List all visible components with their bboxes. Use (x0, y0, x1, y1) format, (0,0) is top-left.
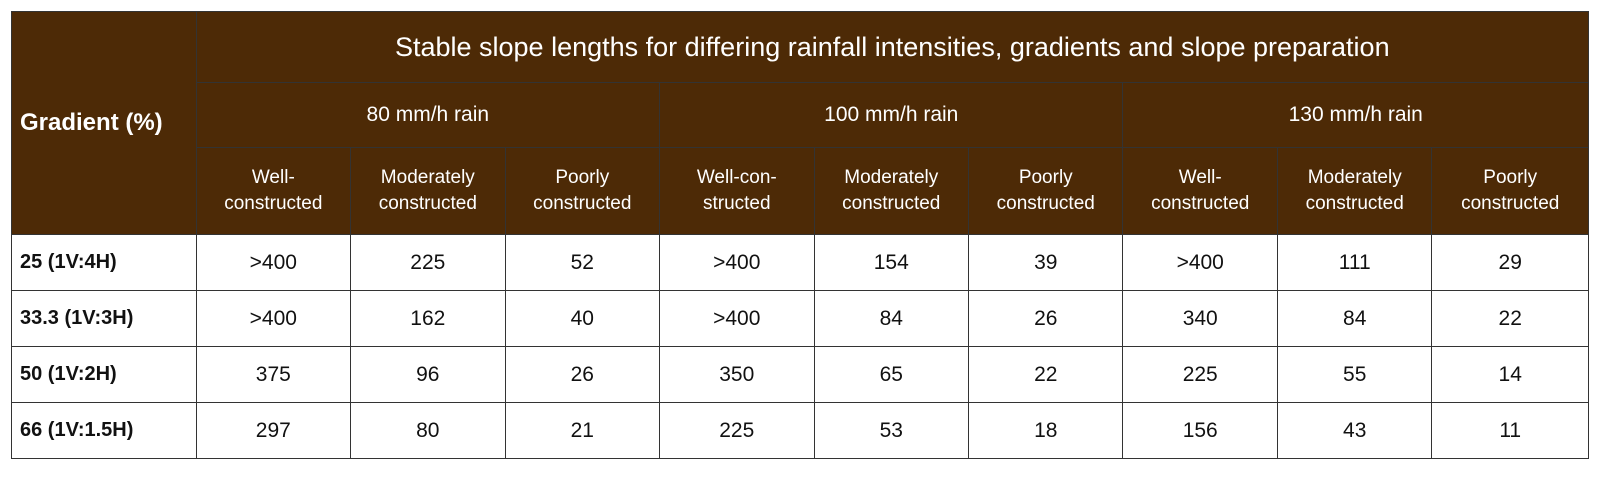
slope-length-cell: 65 (813, 346, 970, 403)
slope-length-cell: 162 (350, 290, 506, 347)
construction-type-label-line: Poorly (1483, 167, 1538, 188)
slope-length-cell: 39 (967, 234, 1124, 291)
slope-length-cell: >400 (195, 234, 352, 291)
slope-length-cell: 21 (504, 402, 661, 459)
gradient-label: 66 (1V:1.5H) (11, 402, 197, 459)
table-row: 66 (1V:1.5H) 297 80 21 225 53 18 156 43 11 (11, 402, 1589, 459)
slope-length-cell: 350 (659, 346, 815, 403)
slope-length-cell: 80 (350, 402, 506, 459)
construction-type-label-line: Well- (251, 167, 295, 188)
slope-length-cell: 340 (1122, 290, 1278, 347)
construction-type-label-line: constructed (224, 193, 323, 214)
slope-length-cell: 84 (1276, 290, 1433, 347)
construction-type-label-line: Moderately (1307, 167, 1402, 188)
slope-length-cell: 18 (967, 402, 1124, 459)
rain-group-header: 130 mm/h rain (1122, 82, 1589, 148)
slope-length-cell: 40 (504, 290, 661, 347)
slope-length-cell: 156 (1122, 402, 1278, 459)
preparation-row: Well-constructed Moderately constructed Poo… (12, 147, 1589, 235)
construction-type-header: Well-con-structed (659, 147, 815, 235)
slope-length-cell: 297 (195, 402, 352, 459)
gradient-label: 25 (1V:4H) (11, 234, 197, 291)
slope-length-cell: 96 (350, 346, 506, 403)
construction-type-header: Poorly constructed (504, 147, 661, 235)
slope-length-cell: 225 (350, 234, 506, 291)
construction-type-header: Well-constructed (1122, 147, 1278, 235)
slope-length-cell: >400 (195, 290, 352, 347)
construction-type-label-line: Well- (1178, 167, 1222, 188)
slope-length-cell: 22 (1431, 290, 1589, 347)
construction-type-label-line: constructed (378, 193, 477, 214)
slope-length-cell: 375 (195, 346, 352, 403)
slope-length-table-container: Gradient (%) Stable slope lengths for di… (11, 11, 1590, 459)
construction-type-label-line: Moderately (844, 167, 939, 188)
construction-type-label-line: constructed (1151, 193, 1250, 214)
construction-type-label-line: Poorly (555, 167, 610, 188)
slope-length-cell: 43 (1276, 402, 1433, 459)
construction-type-header: Poorly constructed (1431, 147, 1589, 235)
slope-length-table: Gradient (%) Stable slope lengths for di… (11, 11, 1590, 459)
construction-type-label-line: constructed (996, 193, 1095, 214)
construction-type-label-line: Moderately (380, 167, 475, 188)
construction-type-label-line: constructed (1305, 193, 1404, 214)
slope-length-cell: 225 (659, 402, 815, 459)
construction-type-header: Moderately constructed (350, 147, 506, 235)
table-body: 25 (1V:4H) >400 225 52 >400 154 39 >400 111 29 33.… (11, 234, 1589, 459)
construction-type-label-line: constructed (533, 193, 632, 214)
gradient-label: 33.3 (1V:3H) (11, 290, 197, 347)
construction-type-header: Poorly constructed (967, 147, 1124, 235)
table-row: 50 (1V:2H) 375 96 26 350 65 22 225 55 14 (11, 346, 1589, 403)
slope-length-cell: 52 (504, 234, 661, 291)
title-row: Gradient (%) Stable slope lengths for di… (11, 11, 1590, 235)
slope-length-cell: 14 (1431, 346, 1589, 403)
table-row: 33.3 (1V:3H) >400 162 40 >400 84 26 340 84 22 (11, 290, 1589, 347)
gradient-label: 50 (1V:2H) (11, 346, 197, 403)
slope-length-cell: 111 (1276, 234, 1433, 291)
slope-length-cell: 55 (1276, 346, 1433, 403)
slope-length-cell: >400 (659, 290, 815, 347)
gradient-column-header: Gradient (%) (11, 11, 197, 235)
table-header: Gradient (%) Stable slope lengths for di… (11, 11, 1590, 235)
slope-length-cell: >400 (1122, 234, 1278, 291)
slope-length-cell: 53 (813, 402, 970, 459)
construction-type-label-line: Poorly (1018, 167, 1073, 188)
construction-type-label-line: Well-con- (696, 167, 777, 188)
slope-length-cell: 29 (1431, 234, 1589, 291)
slope-length-cell: 154 (813, 234, 970, 291)
slope-length-cell: 26 (504, 346, 661, 403)
rain-group-header: 80 mm/h rain (195, 82, 661, 148)
construction-type-label-line: constructed (1461, 193, 1560, 214)
slope-length-cell: 225 (1122, 346, 1278, 403)
rain-group-header: 100 mm/h rain (659, 82, 1124, 148)
construction-type-label-line: constructed (842, 193, 941, 214)
slope-length-cell: 22 (967, 346, 1124, 403)
table-title: Stable slope lengths for differing rainf… (195, 11, 1590, 83)
slope-length-cell: 84 (813, 290, 970, 347)
construction-type-header: Moderately constructed (813, 147, 970, 235)
construction-type-header: Well-constructed (195, 147, 352, 235)
slope-length-cell: >400 (659, 234, 815, 291)
construction-type-label-line: structed (702, 193, 771, 214)
construction-type-header: Moderately constructed (1276, 147, 1433, 235)
table-row: 25 (1V:4H) >400 225 52 >400 154 39 >400 111 29 (11, 234, 1589, 291)
rain-group-row: 80 mm/h rain 100 mm/h rain 130 mm/h rain (12, 82, 1589, 148)
slope-length-cell: 26 (967, 290, 1124, 347)
slope-length-cell: 11 (1431, 402, 1589, 459)
